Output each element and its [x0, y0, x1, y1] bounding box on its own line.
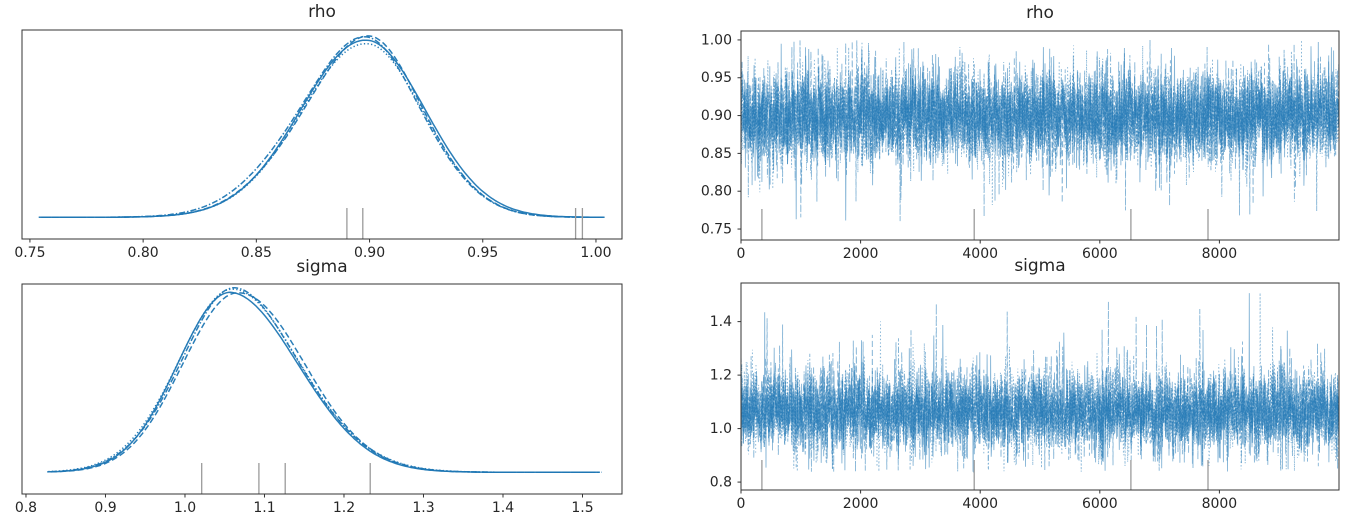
panel-title-rho-density: rho [308, 2, 336, 22]
y-tick-label: 1.2 [710, 368, 732, 384]
divergence-rug [201, 463, 371, 494]
kde-curve-chain-1 [50, 292, 596, 474]
chain-lines [740, 39, 1340, 222]
x-tick-label: 0.75 [14, 245, 45, 261]
y-axis-ticks: 1.00 0.95 0.90 0.85 0.80 0.75 [701, 32, 741, 238]
kde-curve-chain-0 [38, 39, 603, 219]
x-tick-label: 0.85 [241, 245, 272, 261]
x-tick-label: 0 [737, 246, 746, 262]
x-axis-ticks: 0.75 0.80 0.85 0.90 0.95 1.00 [14, 239, 612, 261]
x-tick-label: 1.3 [412, 500, 434, 516]
trace-line-chain-2 [740, 40, 1340, 222]
y-tick-label: 1.00 [701, 32, 732, 48]
sigma-posterior-density: 0.8 0.9 1.0 1.1 1.2 1.3 1.4 1.5 [15, 283, 623, 516]
y-tick-label: 1.0 [710, 421, 732, 437]
x-tick-label: 1.4 [492, 500, 514, 516]
kde-curve-chain-3 [41, 42, 605, 219]
x-tick-label: 2000 [843, 246, 879, 262]
x-tick-label: 1.2 [333, 500, 355, 516]
chain-lines [47, 287, 602, 474]
x-axis-ticks: 0 2000 4000 6000 8000 [737, 490, 1238, 512]
rho-trace-series: 0 2000 4000 6000 8000 1.00 0.95 0.90 0.85 0.80 0.7… [701, 30, 1340, 262]
y-tick-label: 0.80 [701, 184, 732, 200]
x-tick-label: 1.00 [580, 245, 611, 261]
kde-curve-chain-2 [41, 36, 604, 219]
x-tick-label: 0.90 [354, 245, 385, 261]
axes-frame [21, 283, 623, 495]
y-tick-label: 0.85 [701, 146, 732, 162]
axes-frame [21, 29, 623, 240]
divergence-rug [761, 460, 1209, 490]
x-axis-ticks: 0.8 0.9 1.0 1.1 1.2 1.3 1.4 1.5 [15, 494, 594, 516]
panel-title-rho-trace: rho [1026, 3, 1054, 23]
x-tick-label: 6000 [1082, 246, 1118, 262]
axes-frame [740, 30, 1340, 241]
kde-curve-chain-2 [50, 287, 600, 474]
divergence-rug [761, 209, 1209, 240]
x-tick-label: 0.8 [15, 500, 37, 516]
trace-line-chain-3 [740, 292, 1340, 472]
x-tick-label: 8000 [1202, 496, 1238, 512]
y-tick-label: 0.75 [701, 222, 732, 238]
x-tick-label: 1.1 [253, 500, 275, 516]
y-tick-label: 1.4 [710, 314, 732, 330]
x-tick-label: 0 [737, 496, 746, 512]
kde-curve-chain-1 [42, 35, 605, 219]
axes-frame [740, 282, 1340, 491]
x-tick-label: 4000 [962, 246, 998, 262]
y-tick-label: 0.8 [710, 475, 732, 491]
x-tick-label: 1.5 [571, 500, 593, 516]
x-tick-label: 8000 [1202, 246, 1238, 262]
chain-lines [38, 35, 605, 219]
panel-title-sigma-trace: sigma [1014, 256, 1066, 276]
x-axis-ticks: 0 2000 4000 6000 8000 [737, 240, 1238, 262]
x-tick-label: 0.9 [94, 500, 116, 516]
y-tick-label: 0.95 [701, 70, 732, 86]
x-tick-label: 2000 [843, 496, 879, 512]
x-tick-label: 6000 [1082, 496, 1118, 512]
panel-title-sigma-density: sigma [296, 257, 348, 277]
x-tick-label: 0.80 [128, 245, 159, 261]
x-tick-label: 4000 [962, 496, 998, 512]
divergence-rug [346, 208, 584, 239]
sigma-trace-series: 0 2000 4000 6000 8000 1.4 1.2 1.0 0.8 [710, 282, 1340, 512]
kde-curve-chain-3 [48, 288, 602, 474]
trace-line-chain-3 [740, 40, 1340, 206]
y-axis-ticks: 1.4 1.2 1.0 0.8 [710, 314, 741, 491]
trace-line-chain-2 [740, 303, 1340, 472]
x-tick-label: 0.95 [467, 245, 498, 261]
x-tick-label: 1.0 [174, 500, 196, 516]
chain-lines [740, 292, 1340, 473]
rho-posterior-density: 0.75 0.80 0.85 0.90 0.95 1.00 [14, 29, 623, 261]
y-tick-label: 0.90 [701, 108, 732, 124]
kde-curve-chain-0 [47, 291, 599, 474]
